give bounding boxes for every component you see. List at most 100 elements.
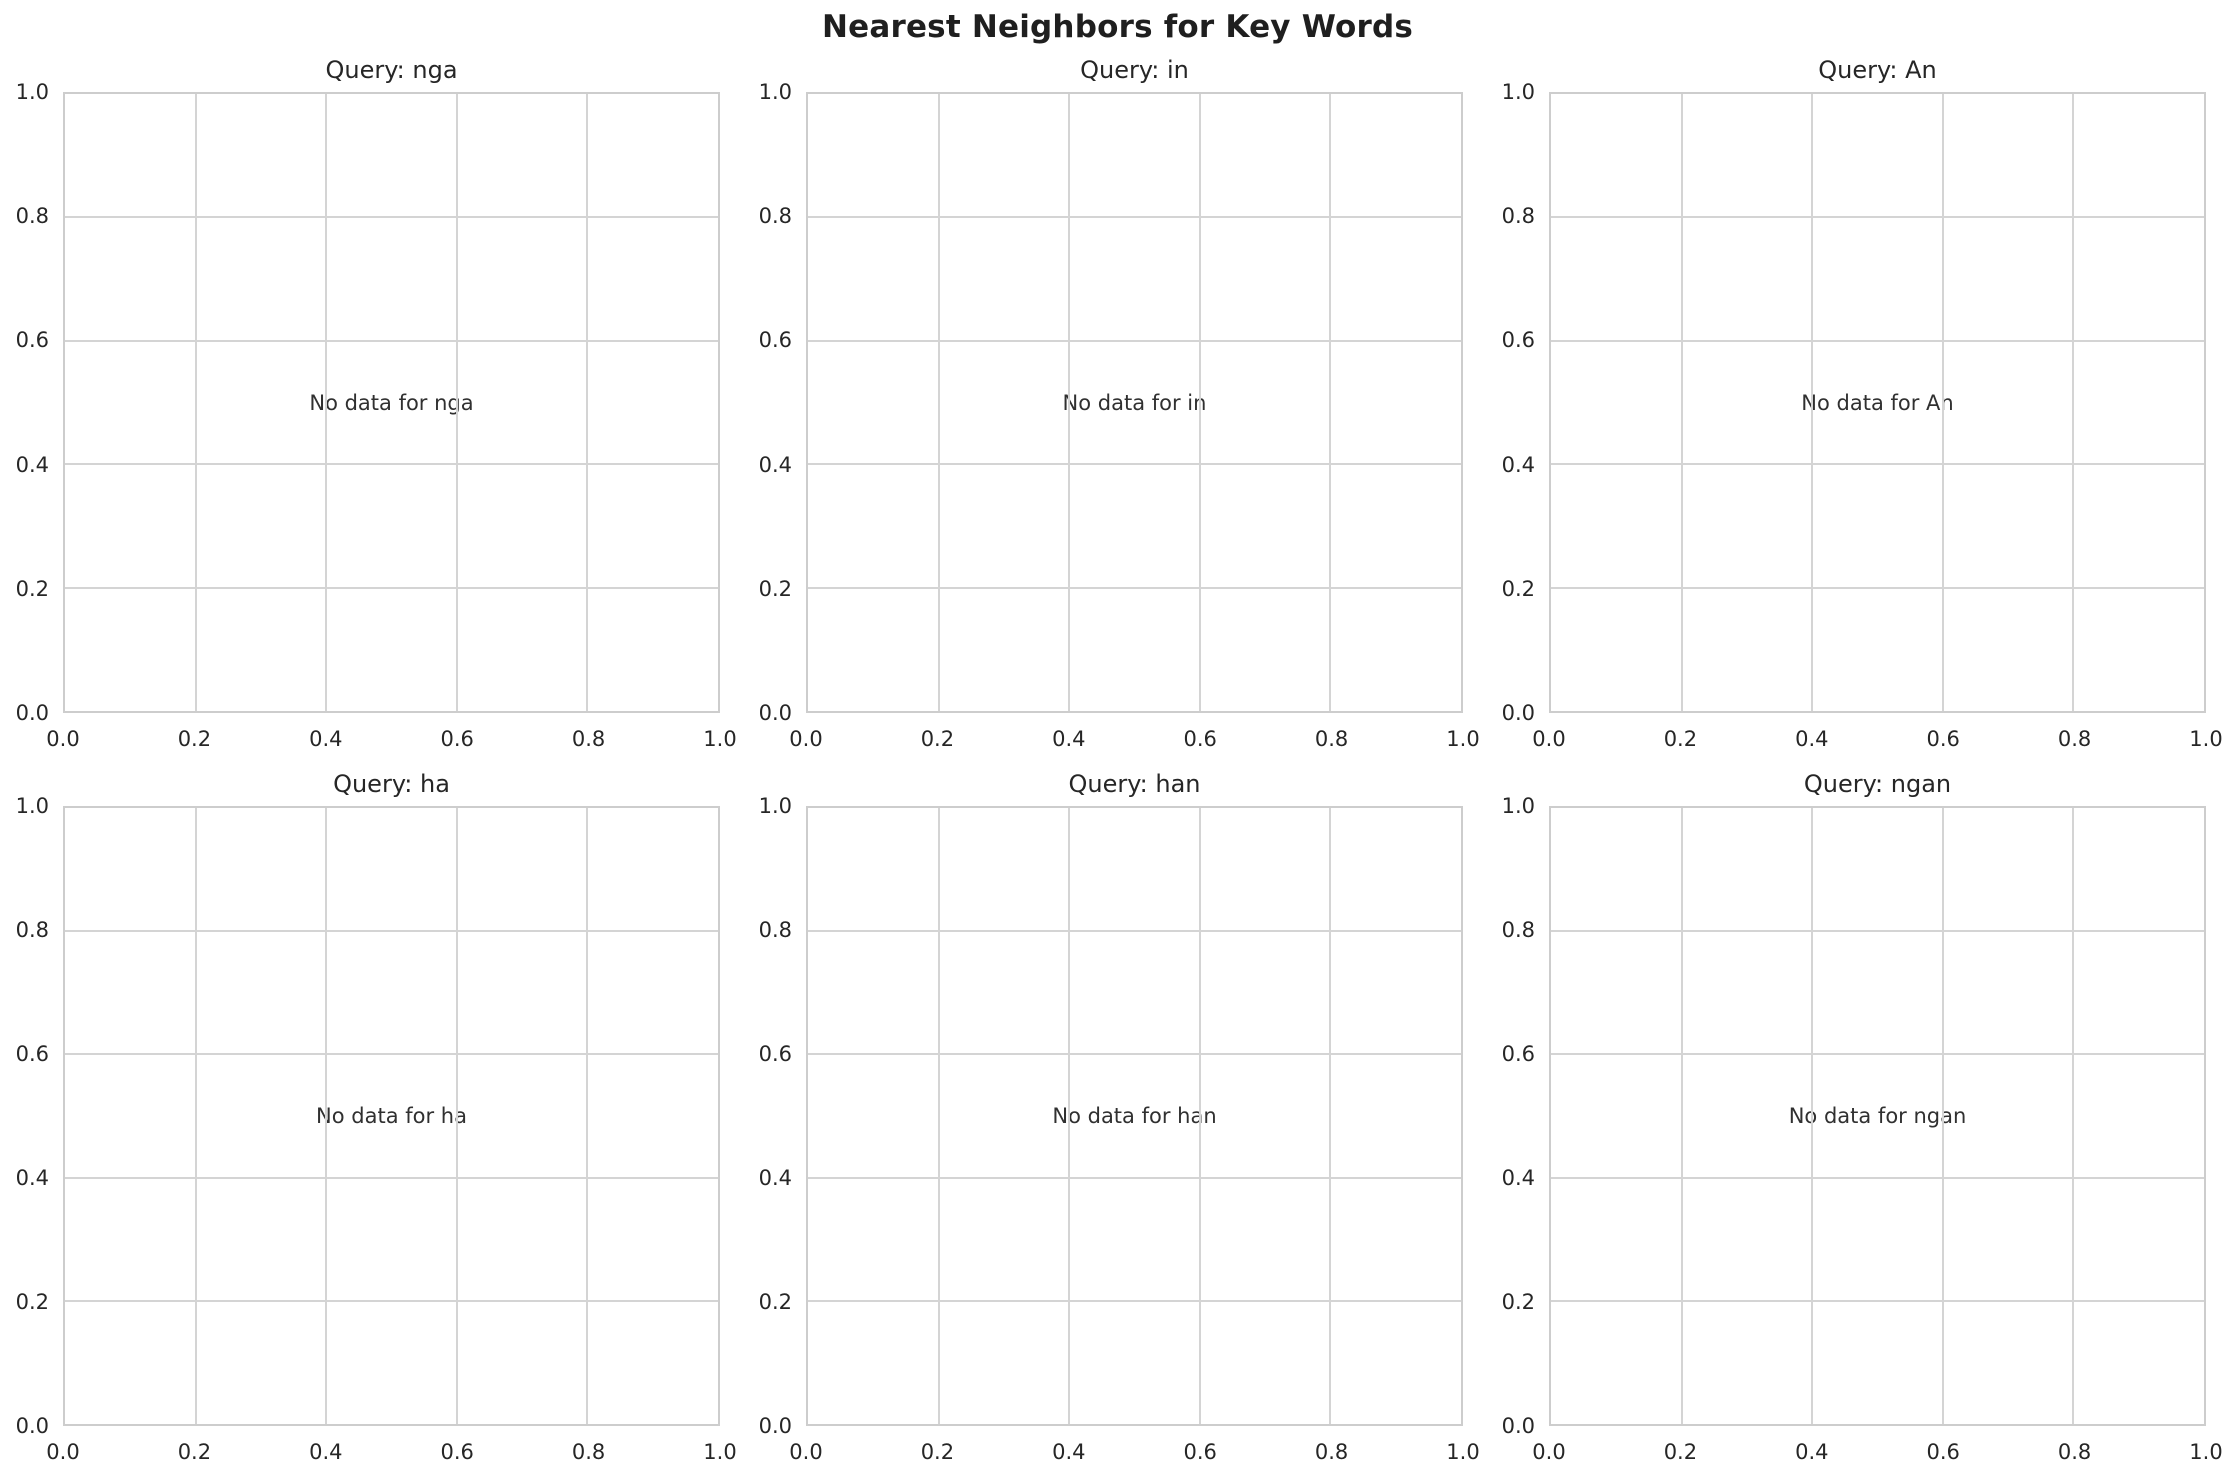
- y-tick-label: 0.6: [758, 328, 792, 353]
- y-tick-label: 0.4: [1501, 1166, 1535, 1190]
- gridline-vertical: [937, 808, 940, 1424]
- subplot-query-in: Query: in No data for in 0.0 0.2 0.4 0.6 0.8…: [759, 56, 1480, 751]
- x-tick-label: 0.4: [309, 1440, 343, 1464]
- gridline-vertical: [1811, 94, 1814, 711]
- plot-area: No data for nga: [63, 92, 720, 713]
- gridline-horizontal: [1551, 339, 2204, 342]
- x-tick-label: 0.2: [1663, 1440, 1698, 1464]
- x-axis-tick-labels: 0.0 0.2 0.4 0.6 0.8 1.0: [1532, 1439, 2222, 1467]
- x-tick-label: 0.8: [1314, 1440, 1349, 1464]
- plot-area: No data for ha: [63, 806, 720, 1426]
- y-tick-label: 0.6: [15, 1042, 49, 1066]
- y-tick-label: 0.6: [1501, 1042, 1535, 1066]
- x-tick-label: 0.6: [1926, 727, 1960, 751]
- x-tick-label: 1.0: [703, 1440, 737, 1464]
- y-tick-label: 1.0: [758, 80, 792, 104]
- x-tick-label: 1.0: [1446, 1440, 1480, 1464]
- x-tick-label: 0.6: [440, 1440, 474, 1464]
- x-axis-tick-labels: 0.0 0.2 0.4 0.6 0.8 1.0: [46, 1439, 736, 1467]
- gridline-vertical: [1941, 808, 1944, 1424]
- no-data-annotation: No data for An: [1801, 390, 1954, 415]
- gridline-horizontal: [1551, 1176, 2204, 1179]
- x-tick-label: 0.6: [440, 727, 474, 751]
- x-tick-label: 0.0: [789, 727, 823, 751]
- y-tick-label: 1.0: [758, 794, 792, 818]
- gridline-horizontal: [1551, 586, 2204, 589]
- y-tick-label: 0.0: [758, 1414, 792, 1438]
- y-axis-tick-labels: 0.0 0.2 0.4 0.6 0.8 1.0: [1465, 794, 1535, 1438]
- gridline-vertical: [194, 94, 197, 711]
- x-tick-label: 0.4: [1052, 727, 1086, 751]
- x-tick-label: 0.4: [1052, 1440, 1086, 1464]
- gridline-vertical: [1198, 808, 1201, 1424]
- x-tick-label: 0.0: [46, 1440, 80, 1464]
- y-tick-label: 0.2: [15, 1290, 49, 1314]
- gridline-horizontal: [1551, 1053, 2204, 1056]
- y-tick-label: 0.2: [1501, 1290, 1535, 1314]
- x-tick-label: 0.0: [46, 727, 80, 751]
- gridline-vertical: [1329, 94, 1332, 711]
- y-tick-label: 0.2: [758, 576, 792, 601]
- y-tick-label: 0.4: [1501, 452, 1535, 477]
- y-tick-label: 0.8: [15, 204, 49, 229]
- x-tick-label: 0.2: [1663, 727, 1698, 751]
- y-tick-label: 0.8: [1501, 204, 1535, 229]
- x-tick-label: 0.0: [789, 1440, 823, 1464]
- gridline-horizontal: [65, 463, 718, 466]
- y-axis-tick-labels: 0.0 0.2 0.4 0.6 0.8 1.0: [0, 80, 49, 725]
- plot-area: No data for ngan: [1549, 806, 2206, 1426]
- subplot-title: Query: in: [1080, 56, 1189, 84]
- subplot-title: Query: ngan: [1803, 770, 1952, 798]
- y-tick-label: 1.0: [1501, 80, 1535, 104]
- y-tick-label: 0.2: [1501, 576, 1535, 601]
- x-tick-label: 1.0: [703, 727, 737, 751]
- gridline-vertical: [1068, 808, 1071, 1424]
- y-tick-label: 0.6: [1501, 328, 1535, 353]
- gridline-vertical: [455, 94, 458, 711]
- gridline-vertical: [325, 808, 328, 1424]
- gridline-vertical: [455, 808, 458, 1424]
- subplot-query-nga: Query: nga No data for nga 0.0 0.2 0.4 0.6 0…: [16, 56, 737, 751]
- subplot-query-An: Query: An No data for An 0.0 0.2 0.4 0.6 0.8…: [1502, 56, 2223, 751]
- no-data-annotation: No data for in: [1062, 390, 1207, 415]
- plot-area: No data for An: [1549, 92, 2206, 713]
- gridline-horizontal: [65, 586, 718, 589]
- gridline-vertical: [325, 94, 328, 711]
- y-tick-label: 1.0: [15, 80, 49, 104]
- x-tick-label: 0.2: [177, 1440, 212, 1464]
- y-tick-label: 0.0: [15, 1414, 49, 1438]
- subplot-title: Query: han: [1068, 770, 1201, 798]
- x-tick-label: 0.8: [2057, 727, 2092, 751]
- gridline-horizontal: [65, 1299, 718, 1302]
- x-tick-label: 0.8: [571, 1440, 606, 1464]
- gridline-horizontal: [808, 1053, 1461, 1056]
- x-tick-label: 0.8: [1314, 727, 1349, 751]
- gridline-vertical: [1329, 808, 1332, 1424]
- gridline-horizontal: [808, 1176, 1461, 1179]
- y-tick-label: 0.2: [758, 1290, 792, 1314]
- gridline-vertical: [1068, 94, 1071, 711]
- x-tick-label: 1.0: [2189, 727, 2223, 751]
- gridline-vertical: [194, 808, 197, 1424]
- no-data-annotation: No data for han: [1052, 1104, 1217, 1128]
- subplot-title: Query: ha: [333, 770, 450, 798]
- y-tick-label: 0.4: [15, 1166, 49, 1190]
- plot-area: No data for in: [806, 92, 1463, 713]
- y-tick-label: 1.0: [15, 794, 49, 818]
- gridline-vertical: [1811, 808, 1814, 1424]
- y-axis-tick-labels: 0.0 0.2 0.4 0.6 0.8 1.0: [722, 80, 792, 725]
- gridline-vertical: [1680, 808, 1683, 1424]
- y-tick-label: 0.4: [758, 452, 792, 477]
- gridline-vertical: [2072, 94, 2075, 711]
- no-data-annotation: No data for ngan: [1788, 1104, 1967, 1128]
- y-tick-label: 0.6: [758, 1042, 792, 1066]
- x-tick-label: 0.4: [309, 727, 343, 751]
- x-tick-label: 0.2: [920, 727, 955, 751]
- x-tick-label: 0.4: [1795, 1440, 1829, 1464]
- y-tick-label: 0.4: [15, 452, 49, 477]
- gridline-horizontal: [808, 1299, 1461, 1302]
- x-axis-tick-labels: 0.0 0.2 0.4 0.6 0.8 1.0: [1532, 726, 2222, 754]
- gridline-vertical: [1941, 94, 1944, 711]
- subplot-query-han: Query: han No data for han 0.0 0.2 0.4 0.6 0…: [759, 770, 1480, 1464]
- gridline-horizontal: [808, 339, 1461, 342]
